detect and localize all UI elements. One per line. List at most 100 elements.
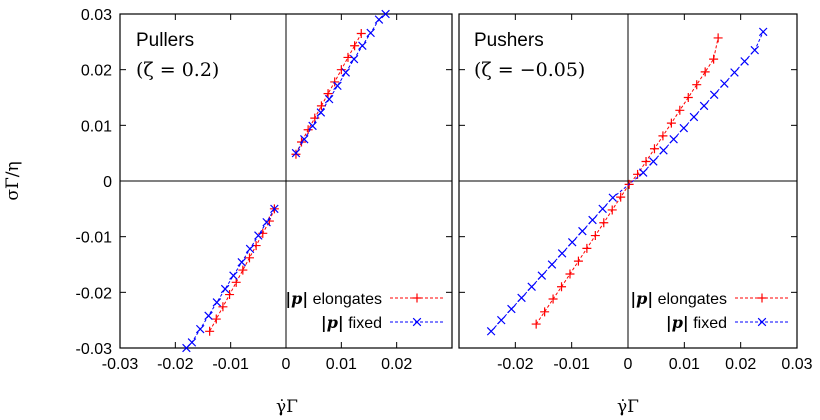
pullers-series-line xyxy=(295,33,362,155)
pullers-cross-point xyxy=(374,15,384,24)
pushers-cross-point xyxy=(709,90,719,99)
pullers-plus-point xyxy=(343,52,353,62)
pushers-plus-point xyxy=(548,294,558,304)
pushers-subtitle: (ζ = −0.05) xyxy=(474,59,585,81)
pushers-plus-point xyxy=(666,118,676,128)
pullers-cross-point xyxy=(366,28,375,38)
pullers-legend-label: |p| elongates xyxy=(285,289,382,308)
pullers-plus-point xyxy=(356,28,366,38)
pullers-x-axis-title: γ̇Γ xyxy=(276,397,298,417)
pullers-cross-point xyxy=(182,343,191,353)
pushers-legend-label: |p| fixed xyxy=(666,313,727,332)
pullers-x-tick-label: 0.01 xyxy=(326,356,357,373)
pullers-cross-point xyxy=(308,121,317,131)
pushers-cross-point xyxy=(750,45,759,55)
pushers-cross-point xyxy=(527,282,536,292)
pushers-marks: -0.02 -0.01 0 0.01 0.02 0.03 |p| elongates |p| … xyxy=(459,13,813,373)
pushers-plus-point xyxy=(700,67,710,77)
pushers-cross-point xyxy=(486,327,496,336)
pushers-cross-point xyxy=(578,226,587,236)
pullers-plus-point xyxy=(330,77,340,87)
pullers-series-line xyxy=(295,13,386,154)
pullers-cross-point xyxy=(262,217,271,227)
pushers-cross-point xyxy=(758,27,768,37)
pullers-y-tick-label: 0.03 xyxy=(81,7,112,24)
pushers-x-tick-label: -0.02 xyxy=(497,356,534,373)
pushers-plus-point xyxy=(573,256,583,266)
pushers-title: Pushers xyxy=(474,30,544,51)
pullers-cross-point xyxy=(316,108,326,117)
pullers-x-tick-label: 0 xyxy=(282,356,291,373)
pullers-legend-marker xyxy=(412,293,422,303)
pushers-x-tick-label: 0.02 xyxy=(725,356,756,373)
pushers-cross-point xyxy=(537,271,547,280)
pullers-x-tick-label: -0.03 xyxy=(102,356,139,373)
pullers-cross-point xyxy=(291,148,301,158)
pushers-plus-point xyxy=(582,243,592,253)
pullers-subtitle: (ζ = 0.2) xyxy=(136,59,219,81)
y-axis-title: σΓ/η xyxy=(3,161,23,200)
pullers-cross-point xyxy=(341,68,351,77)
pushers-cross-point xyxy=(497,315,506,325)
pushers-cross-point xyxy=(649,157,658,166)
pushers-legend-entry: |p| fixed xyxy=(666,313,789,332)
pushers-cross-point xyxy=(689,112,699,122)
pullers-y-tick-label: 0.02 xyxy=(81,63,112,80)
pushers-plus-point xyxy=(713,33,723,43)
pushers-x-axis-title: γ̇Γ xyxy=(617,397,639,417)
pushers-legend-label: |p| elongates xyxy=(630,289,727,308)
pullers-y-tick-label: -0.01 xyxy=(76,230,113,247)
pullers-plus-point xyxy=(231,277,241,287)
pushers-cross-point xyxy=(740,57,749,66)
pullers-plus-point xyxy=(244,253,254,263)
pushers-x-tick-label: 0 xyxy=(624,356,633,373)
pushers-plus-point xyxy=(531,319,541,329)
pushers-cross-point xyxy=(567,237,577,247)
pullers-plus-point xyxy=(225,290,235,300)
pushers-plus-point xyxy=(590,231,600,241)
pushers-x-tick-label: 0.03 xyxy=(781,356,812,373)
pullers-cross-point xyxy=(270,204,279,214)
pushers-plus-point xyxy=(683,93,693,102)
pullers-plus-point xyxy=(316,101,326,111)
pushers-cross-point xyxy=(669,135,678,144)
pushers-x-tick-label: 0.01 xyxy=(669,356,700,373)
pushers-legend-marker xyxy=(757,317,767,327)
pullers-plus-point xyxy=(350,41,360,51)
pushers-plus-point xyxy=(692,80,702,90)
pushers-x-tick-label: -0.01 xyxy=(553,356,590,373)
pushers-plus-point xyxy=(658,131,668,141)
pushers-plus-point xyxy=(641,157,651,167)
pullers-cross-point xyxy=(229,271,238,280)
pullers-y-tick-label: -0.03 xyxy=(76,341,113,358)
pushers-cross-point xyxy=(730,68,739,77)
pullers-cross-point xyxy=(349,54,359,64)
pushers-plus-point xyxy=(565,269,575,279)
pushers-cross-point xyxy=(507,304,516,314)
pullers-cross-point xyxy=(324,94,334,104)
pushers-legend-entry: |p| elongates xyxy=(630,289,789,308)
pullers-cross-point xyxy=(212,298,222,307)
pullers-panel: -0.03 -0.02 -0.01 0 0.01 0.02 0.03 0.02 0.01 0 -0.… xyxy=(76,7,453,417)
pushers-cross-point xyxy=(517,293,526,303)
pushers-plus-point xyxy=(675,105,685,115)
pushers-cross-point xyxy=(679,123,689,133)
pullers-y-tick-label: 0.01 xyxy=(81,118,112,135)
pushers-legend-marker xyxy=(757,293,767,303)
pushers-plus-point xyxy=(649,144,659,154)
pullers-plus-point xyxy=(303,125,313,135)
pullers-y-tick-label: 0 xyxy=(103,174,112,191)
pullers-x-tick-label: 0.02 xyxy=(381,356,412,373)
pushers-plus-point xyxy=(616,192,626,202)
pullers-legend-entry: |p| elongates xyxy=(285,289,444,308)
pushers-cross-point xyxy=(638,168,648,177)
pullers-x-tick-label: -0.01 xyxy=(212,356,249,373)
pullers-plus-point xyxy=(205,326,215,336)
pullers-cross-point xyxy=(195,324,205,334)
pushers-plus-point xyxy=(557,282,567,292)
pullers-cross-point xyxy=(381,9,390,19)
pullers-cross-point xyxy=(204,311,213,320)
pullers-y-tick-label: -0.02 xyxy=(76,285,113,302)
pushers-plus-point xyxy=(607,205,617,215)
